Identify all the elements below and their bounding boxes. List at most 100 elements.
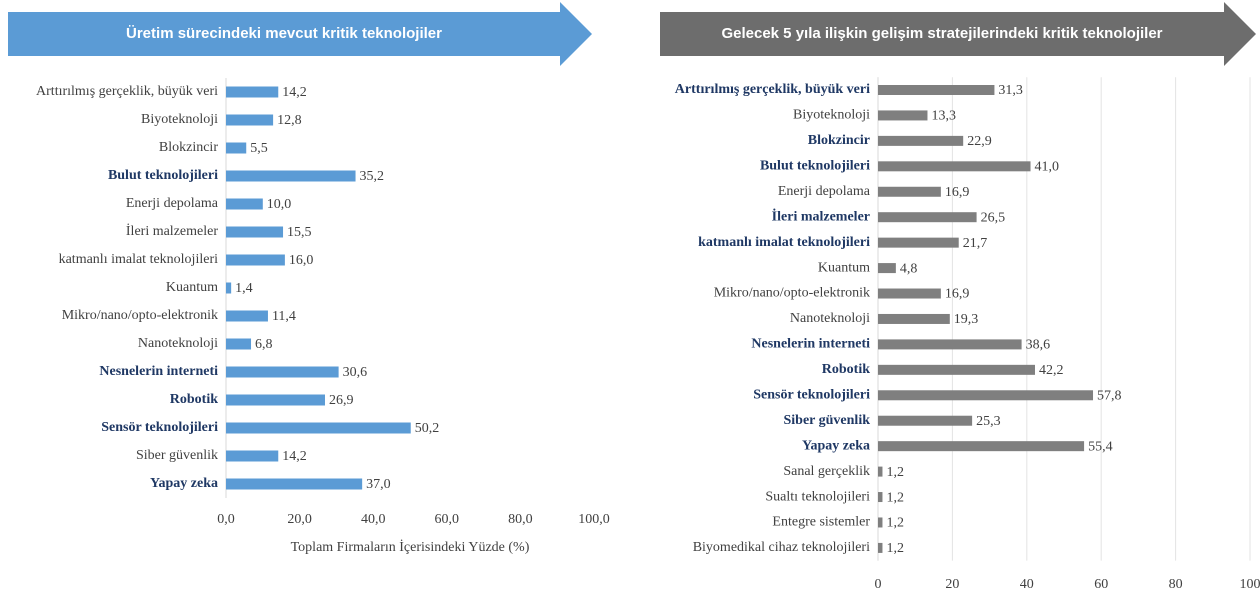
bar bbox=[226, 114, 274, 126]
y-tick-label: Nanoteknoloji bbox=[138, 336, 218, 351]
value-label: 19,3 bbox=[954, 312, 979, 327]
y-tick-label: Sensör teknolojileri bbox=[101, 420, 218, 435]
value-label: 22,9 bbox=[967, 134, 992, 149]
x-tick-label: 100 bbox=[1240, 577, 1260, 592]
chart-title: Üretim sürecindeki mevcut kritik teknolo… bbox=[126, 25, 442, 42]
bar bbox=[878, 339, 1022, 350]
y-tick-label: Robotik bbox=[822, 362, 870, 377]
value-label: 6,8 bbox=[255, 337, 272, 352]
bar bbox=[878, 492, 883, 503]
value-label: 31,3 bbox=[998, 83, 1023, 98]
y-tick-label: Kuantum bbox=[818, 260, 870, 275]
x-tick-label: 40 bbox=[1020, 577, 1034, 592]
value-label: 50,2 bbox=[415, 421, 440, 436]
y-tick-label: Sanal gerçeklik bbox=[783, 464, 870, 479]
value-label: 55,4 bbox=[1088, 439, 1113, 454]
value-label: 14,2 bbox=[282, 449, 307, 464]
y-tick-label: Blokzincir bbox=[808, 133, 870, 148]
y-tick-label: Blokzincir bbox=[159, 140, 218, 155]
value-label: 35,2 bbox=[360, 169, 385, 184]
value-label: 1,2 bbox=[886, 465, 904, 480]
bar bbox=[226, 394, 325, 406]
x-tick-label: 20,0 bbox=[287, 512, 312, 527]
bar bbox=[226, 142, 247, 154]
value-label: 37,0 bbox=[366, 477, 391, 492]
value-label: 57,8 bbox=[1097, 388, 1122, 403]
bar bbox=[226, 254, 285, 266]
bar bbox=[878, 390, 1094, 401]
x-tick-label: 60 bbox=[1094, 577, 1108, 592]
bar bbox=[878, 186, 941, 197]
value-label: 13,3 bbox=[931, 109, 956, 124]
value-label: 26,5 bbox=[981, 210, 1006, 225]
bar bbox=[226, 366, 339, 378]
value-label: 14,2 bbox=[282, 85, 307, 100]
value-label: 25,3 bbox=[976, 414, 1001, 429]
x-axis-label: Toplam Firmaların İçerisindeki Yüzde (%) bbox=[291, 539, 530, 555]
banner-arrow bbox=[660, 2, 1256, 66]
value-label: 15,5 bbox=[287, 225, 312, 240]
y-tick-label: Enerji depolama bbox=[126, 196, 219, 211]
banner-arrow bbox=[8, 2, 592, 66]
bar bbox=[226, 170, 356, 182]
value-label: 1,2 bbox=[886, 541, 904, 556]
bar bbox=[878, 288, 941, 299]
y-tick-label: Sualtı teknolojileri bbox=[765, 489, 870, 504]
bar bbox=[226, 338, 252, 350]
x-tick-label: 0 bbox=[875, 577, 882, 592]
y-tick-label: Entegre sistemler bbox=[772, 515, 870, 530]
y-tick-label: katmanlı imalat teknolojileri bbox=[59, 252, 219, 267]
value-label: 16,0 bbox=[289, 253, 314, 268]
value-label: 5,5 bbox=[250, 141, 267, 156]
bar bbox=[878, 212, 977, 223]
bar bbox=[226, 310, 268, 322]
value-label: 10,0 bbox=[267, 197, 292, 212]
bar bbox=[878, 263, 896, 274]
value-label: 16,9 bbox=[945, 287, 970, 302]
bar bbox=[878, 110, 928, 121]
value-label: 1,2 bbox=[886, 516, 904, 531]
bar bbox=[226, 226, 284, 238]
value-label: 1,4 bbox=[235, 281, 253, 296]
bar bbox=[226, 450, 279, 462]
value-label: 38,6 bbox=[1026, 338, 1051, 353]
bar bbox=[878, 517, 883, 528]
bar bbox=[878, 364, 1035, 375]
x-tick-label: 60,0 bbox=[435, 512, 460, 527]
y-tick-label: Mikro/nano/opto-elektronik bbox=[714, 286, 870, 301]
x-tick-label: 20 bbox=[945, 577, 959, 592]
y-tick-label: Bulut teknolojileri bbox=[108, 168, 218, 183]
y-tick-label: Arttırılmış gerçeklik, büyük veri bbox=[36, 84, 218, 99]
bar bbox=[878, 313, 950, 324]
bar bbox=[878, 441, 1085, 452]
bar bbox=[878, 542, 883, 553]
value-label: 1,2 bbox=[886, 490, 904, 505]
y-tick-label: Yapay zeka bbox=[150, 476, 218, 491]
y-tick-label: Nanoteknoloji bbox=[790, 311, 870, 326]
y-tick-label: Kuantum bbox=[166, 280, 218, 295]
bar bbox=[226, 478, 363, 490]
y-tick-label: Enerji depolama bbox=[778, 184, 871, 199]
chart-title: Gelecek 5 yıla ilişkin gelişim stratejil… bbox=[721, 25, 1162, 42]
x-tick-label: 100,0 bbox=[578, 512, 610, 527]
bar bbox=[878, 85, 995, 95]
y-tick-label: Siber güvenlik bbox=[136, 448, 218, 463]
bar bbox=[226, 422, 411, 434]
bar bbox=[226, 86, 279, 98]
bar bbox=[878, 466, 883, 477]
value-label: 30,6 bbox=[343, 365, 368, 380]
x-tick-label: 80,0 bbox=[508, 512, 533, 527]
bar bbox=[878, 161, 1031, 172]
y-tick-label: Nesnelerin interneti bbox=[99, 364, 218, 379]
x-tick-label: 0,0 bbox=[217, 512, 235, 527]
y-tick-label: İleri malzemeler bbox=[772, 207, 870, 224]
value-label: 12,8 bbox=[277, 113, 302, 128]
bar bbox=[878, 135, 964, 146]
bar bbox=[878, 415, 973, 426]
y-tick-label: Sensör teknolojileri bbox=[753, 387, 870, 402]
y-tick-label: Arttırılmış gerçeklik, büyük veri bbox=[675, 82, 870, 97]
x-tick-label: 40,0 bbox=[361, 512, 386, 527]
x-tick-label: 80 bbox=[1169, 577, 1183, 592]
bar bbox=[226, 282, 232, 294]
